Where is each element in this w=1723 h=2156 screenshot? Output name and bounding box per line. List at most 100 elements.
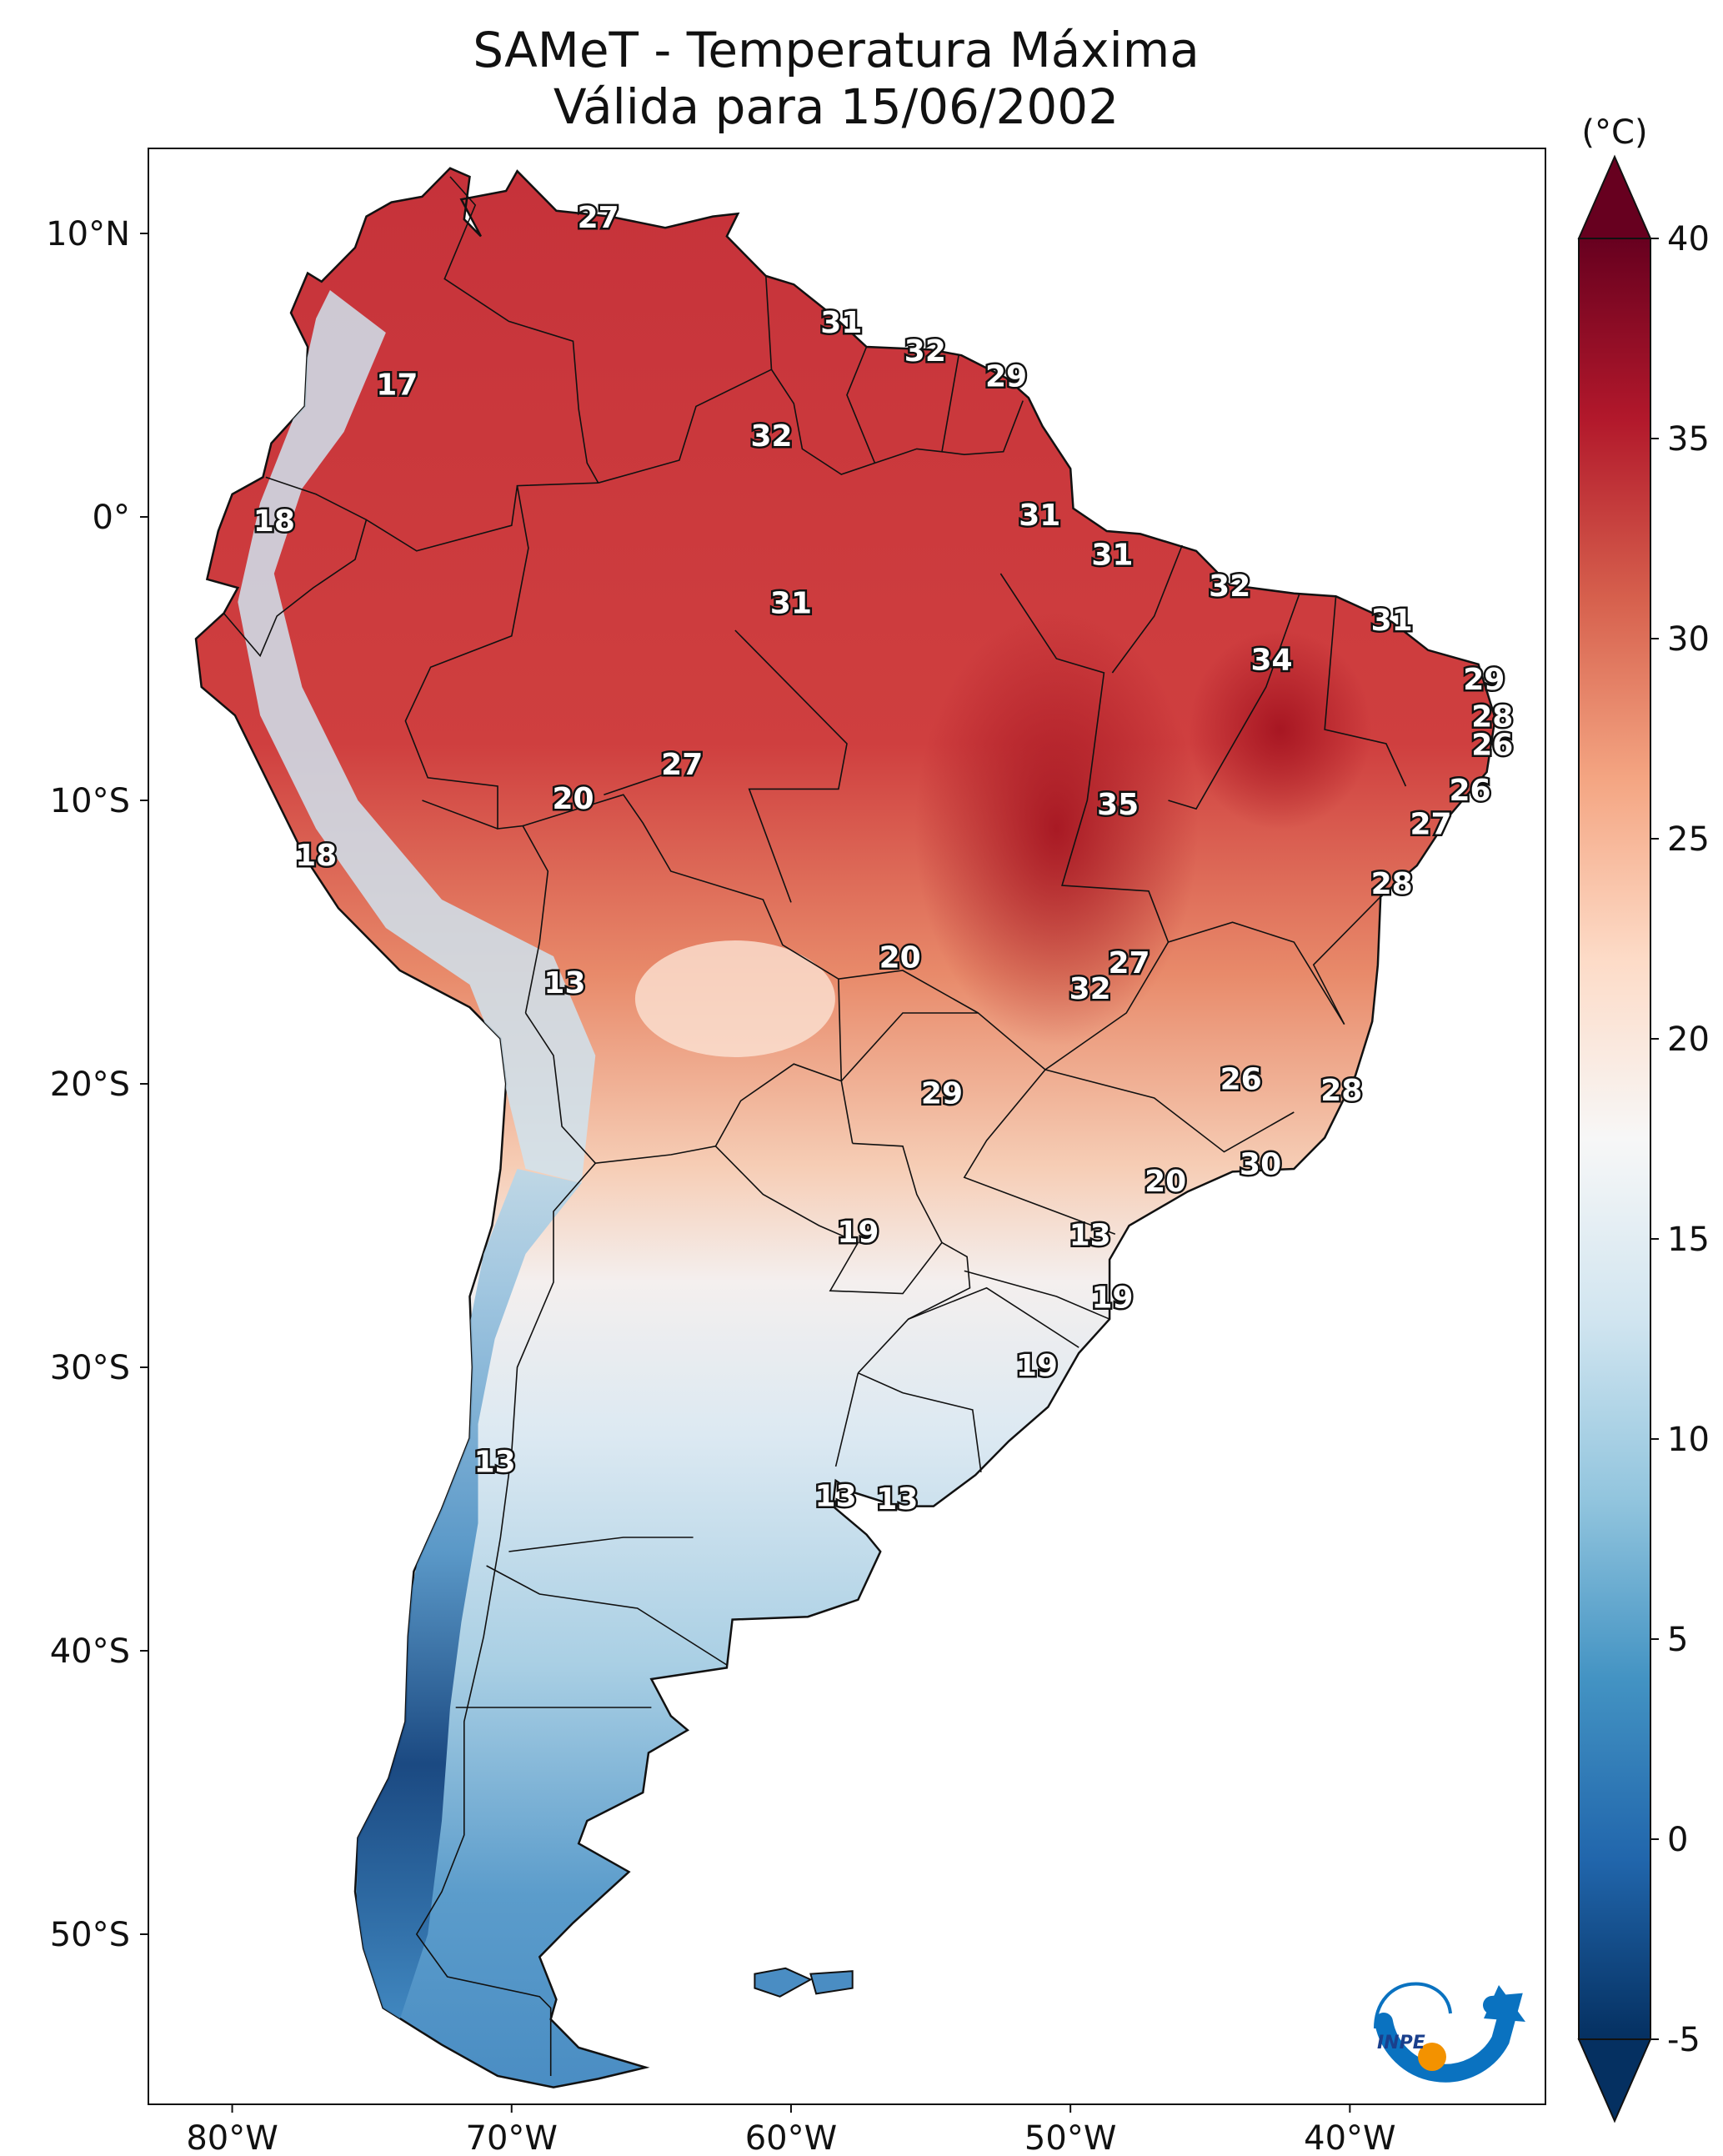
city-temperature-label: 13 — [815, 1479, 857, 1513]
colorbar-max-arrow — [1577, 154, 1652, 239]
x-tick-label: 70°W — [466, 2119, 558, 2156]
border-line — [415, 1162, 596, 2076]
city-temperature-label: 32 — [750, 419, 792, 454]
border-line — [1168, 921, 1345, 1025]
city-temperature-label: 28 — [1320, 1074, 1362, 1108]
y-tick-label: 30°S — [50, 1349, 130, 1387]
border-line — [1044, 1069, 1295, 1153]
title-line-1: SAMeT - Temperatura Máxima — [473, 22, 1200, 78]
city-temperature-label: 34 — [1250, 643, 1292, 677]
city-temperature-label: 29 — [921, 1077, 963, 1111]
country-borders — [223, 176, 1407, 2076]
colorbar-tick-label: 5 — [1667, 1621, 1688, 1659]
border-line — [846, 346, 876, 464]
border-line — [604, 768, 680, 795]
border-line — [963, 941, 1170, 1235]
colorbar-ticks: 40 35 30 25 20 15 10 5 0 -5 — [1650, 220, 1710, 2059]
city-temperature-label: 31 — [1019, 499, 1060, 533]
title-line-2: Válida para 15/06/2002 — [553, 78, 1119, 135]
andes-cold-band — [355, 1169, 582, 2019]
y-tick-label: 40°S — [50, 1632, 130, 1671]
border-line — [598, 369, 772, 484]
city-temperature-label: 26 — [1220, 1063, 1262, 1097]
colorbar: (°C) 40 35 30 25 20 15 10 5 0 -5 — [1577, 113, 1710, 2123]
colorbar-tick-label: 25 — [1667, 820, 1710, 859]
south-america-land — [194, 167, 1496, 2088]
border-line — [840, 1012, 1046, 1082]
border-line — [852, 1142, 971, 1374]
colorbar-tick-label: 20 — [1667, 1020, 1710, 1059]
colorbar-min-arrow — [1577, 2038, 1652, 2123]
colorbar-scale — [1578, 238, 1651, 2040]
city-temperature-label: 13 — [543, 966, 585, 1000]
logo-sun-icon — [1418, 2043, 1446, 2071]
andes-north-cold-band — [238, 290, 596, 1183]
city-temperature-label: 27 — [1108, 946, 1150, 980]
border-line — [999, 573, 1170, 943]
logo-arrowhead-icon — [1484, 1985, 1525, 2022]
hot-core-central-brazil — [914, 612, 1199, 1045]
city-temperature-label: 20 — [1144, 1165, 1186, 1199]
logo-text: INPE — [1377, 2033, 1425, 2053]
city-temperature-label: 18 — [253, 504, 295, 539]
city-temperature-label: 30 — [1240, 1148, 1281, 1182]
colorbar-tick-label: -5 — [1667, 2021, 1700, 2059]
y-tick-label: 50°S — [50, 1916, 130, 1954]
latitude-axis: 10°N 0° 10°S 20°S 30°S 40°S 50°S — [46, 215, 148, 1954]
border-line — [1168, 593, 1300, 810]
colorbar-tick-label: 15 — [1667, 1221, 1710, 1259]
city-temperature-label: 26 — [1471, 728, 1513, 762]
y-tick-label: 20°S — [50, 1065, 130, 1104]
border-line — [1111, 544, 1183, 674]
border-line — [522, 794, 854, 1144]
colorbar-tick-label: 10 — [1667, 1421, 1710, 1459]
city-temperature-label: 32 — [904, 334, 946, 369]
border-line — [838, 970, 979, 1014]
border-line — [486, 1565, 728, 1666]
border-line — [1312, 896, 1381, 1025]
city-temperature-label: 29 — [1463, 663, 1505, 697]
city-temperature-label: 19 — [1016, 1349, 1058, 1383]
city-temperature-label: 19 — [837, 1216, 879, 1250]
city-temperature-label: 13 — [876, 1482, 918, 1517]
city-temperature-label: 27 — [1410, 808, 1452, 842]
colorbar-unit: (°C) — [1581, 113, 1647, 152]
logo-orbit-icon — [1374, 1982, 1452, 2029]
y-tick-label: 10°N — [46, 215, 130, 253]
city-temperature-label: 27 — [661, 748, 703, 782]
y-tick-label: 0° — [93, 499, 130, 537]
city-temperature-label: 20 — [552, 782, 594, 816]
border-line — [404, 482, 599, 1014]
city-temperature-label: 17 — [376, 369, 418, 403]
city-temperature-label: 19 — [1091, 1281, 1133, 1315]
city-temperature-label: 26 — [1449, 774, 1490, 808]
colorbar-tick-label: 35 — [1667, 420, 1710, 459]
city-temperature-label: 18 — [295, 839, 337, 873]
border-line — [834, 1372, 859, 1467]
border-line — [908, 1286, 1079, 1348]
city-temperature-label: 31 — [1091, 539, 1133, 573]
island — [809, 1970, 854, 1995]
cool-core-bolivia — [634, 940, 835, 1057]
border-line — [964, 1270, 1110, 1320]
border-line — [443, 176, 599, 484]
border-line — [734, 629, 848, 903]
y-tick-label: 10°S — [50, 782, 130, 820]
city-temperature-label: 31 — [820, 306, 862, 340]
city-temperature-label: 28 — [1471, 699, 1513, 734]
city-temperature-label: 31 — [1371, 604, 1413, 638]
border-line — [1324, 596, 1407, 787]
city-temperature-label: 28 — [1371, 867, 1413, 901]
logo-arrow-icon — [1375, 1993, 1523, 2083]
x-tick-label: 60°W — [745, 2119, 837, 2156]
border-line — [223, 519, 368, 658]
city-temperature-label: 27 — [578, 201, 619, 235]
city-temperature-label: 13 — [1069, 1219, 1111, 1253]
city-temperature-label: 32 — [1069, 972, 1111, 1006]
temperature-field — [238, 290, 1372, 2019]
border-line — [422, 800, 498, 830]
city-temperature-label: 35 — [1097, 788, 1139, 822]
x-tick-label: 50°W — [1024, 2119, 1116, 2156]
